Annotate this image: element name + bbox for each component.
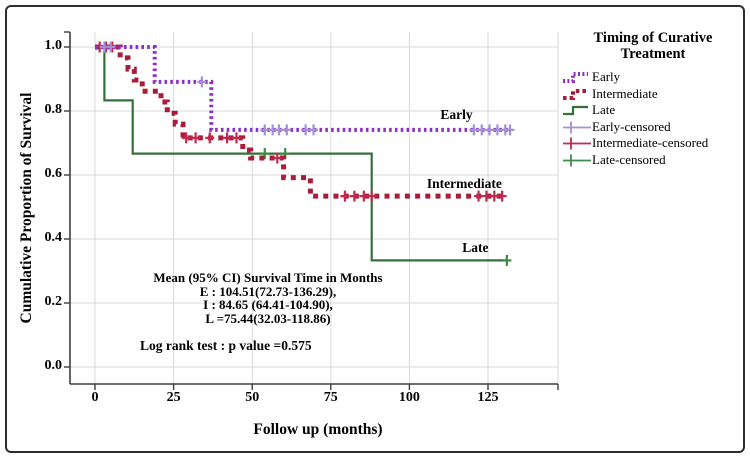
curve-label-intermediate: Intermediate — [426, 175, 502, 191]
legend-item-late-censored: Late-censored — [562, 152, 744, 169]
legend-item-intermediate: Intermediate — [562, 86, 744, 103]
x-tick-label: 25 — [166, 390, 181, 405]
log-rank-annotation: Log rank test : p value =0.575 — [140, 338, 312, 353]
legend-item-late: Late — [562, 102, 744, 119]
legend-item-label: Late-censored — [592, 151, 666, 167]
annotation-title: Mean (95% CI) Survival Time in Months — [153, 270, 383, 285]
legend-title-line2: Treatment — [620, 45, 686, 62]
legend-item-label: Intermediate-censored — [592, 135, 709, 151]
legend: Timing of Curative Treatment Early Interm… — [562, 30, 744, 168]
legend-item-intermediate-censored: Intermediate-censored — [562, 135, 744, 152]
figure-border — [5, 5, 745, 453]
annotation-late-ci: L =75.44(32.03-118.86) — [205, 310, 331, 326]
legend-item-early: Early — [562, 69, 744, 86]
legend-title: Timing of Curative Treatment — [562, 30, 744, 62]
y-tick-label: 1.0 — [44, 38, 63, 53]
legend-sample-dotted-icon — [563, 72, 588, 84]
legend-item-label: Early-censored — [592, 118, 671, 134]
y-tick-label: 0.8 — [44, 102, 63, 117]
y-tick-label: 0.0 — [44, 358, 63, 373]
x-tick-label: 100 — [398, 390, 420, 405]
x-axis-title: Follow up (months) — [253, 421, 383, 438]
mean-survival-annotation: Mean (95% CI) Survival Time in Months E … — [138, 271, 398, 325]
curve-label-early: Early — [440, 107, 473, 123]
legend-item-label: Intermediate — [592, 85, 658, 101]
x-tick-label: 75 — [323, 390, 338, 405]
legend-sample-plus-icon — [563, 137, 591, 150]
x-tick-label: 0 — [91, 390, 99, 405]
y-tick-label: 0.6 — [44, 166, 63, 181]
annotation-intermediate-ci: I : 84.65 (64.41-104.90), — [203, 297, 333, 312]
legend-sample-dashed-icon — [563, 88, 588, 100]
legend-item-list: Early Intermediate Late Early-censored Inter… — [562, 69, 744, 168]
legend-sample-plus-icon — [563, 154, 591, 167]
y-tick-label: 0.4 — [44, 230, 63, 245]
curve-label-late: Late — [462, 239, 489, 255]
legend-item-early-censored: Early-censored — [562, 119, 744, 136]
y-tick-label: 0.2 — [44, 294, 63, 309]
x-tick-label: 50 — [245, 390, 260, 405]
annotation-early-ci: E : 104.51(72.73-136.29), — [199, 283, 337, 299]
legend-sample-solid-icon — [563, 106, 588, 116]
y-axis-title: Cumulative Proportion of Survival — [18, 92, 35, 324]
series-curve-late — [95, 45, 507, 262]
legend-item-label: Late — [592, 102, 616, 118]
x-tick-label: 125 — [477, 390, 499, 405]
legend-sample-plus-icon — [563, 121, 591, 134]
series-curve-early — [95, 45, 510, 132]
legend-item-label: Early — [592, 69, 621, 85]
legend-title-line1: Timing of Curative — [593, 30, 713, 46]
series-curve-intermediate — [95, 44, 504, 199]
